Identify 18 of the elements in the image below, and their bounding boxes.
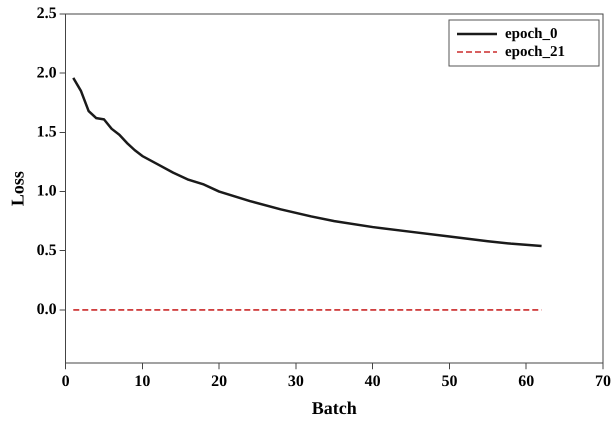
y-tick-label: 0.0 bbox=[36, 301, 57, 318]
x-tick-label: 20 bbox=[211, 372, 228, 390]
y-tick-label: 0.5 bbox=[36, 242, 57, 259]
y-tick-label: 1.0 bbox=[36, 182, 57, 200]
legend-label: epoch_0 bbox=[505, 26, 558, 42]
x-tick-label: 40 bbox=[364, 372, 381, 390]
legend-label: epoch_21 bbox=[505, 44, 565, 60]
x-tick-label: 0 bbox=[62, 372, 70, 390]
y-axis-title: Loss bbox=[7, 171, 28, 206]
y-tick-label: 1.5 bbox=[36, 124, 57, 141]
x-tick-label: 10 bbox=[134, 372, 150, 390]
y-tick-label: 2.0 bbox=[36, 64, 57, 82]
x-tick-label: 60 bbox=[518, 372, 534, 390]
x-tick-label: 50 bbox=[441, 372, 458, 390]
y-tick-label: 2.5 bbox=[36, 5, 57, 22]
x-tick-label: 70 bbox=[595, 372, 611, 390]
x-axis-title: Batch bbox=[312, 398, 357, 418]
x-tick-label: 30 bbox=[288, 372, 304, 390]
